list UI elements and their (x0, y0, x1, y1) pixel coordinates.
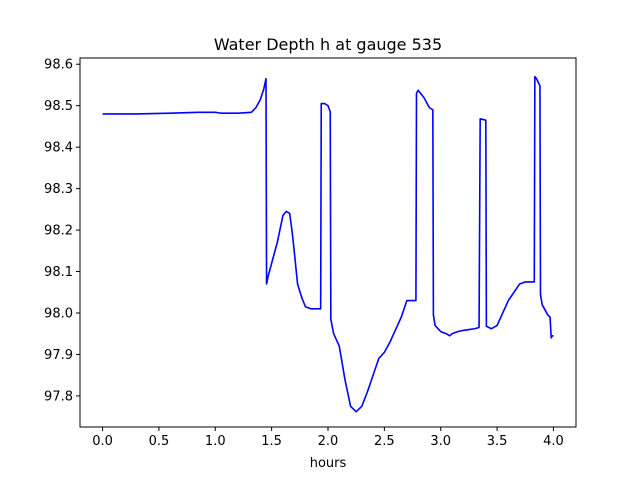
x-tick-label: 1.0 (205, 434, 226, 449)
x-tick-label: 0.5 (149, 434, 170, 449)
y-tick-label: 98.0 (44, 306, 73, 321)
x-tick-label: 0.0 (92, 434, 113, 449)
y-tick-label: 97.8 (44, 389, 73, 404)
x-tick-label: 3.0 (430, 434, 451, 449)
series-layer (102, 75, 554, 413)
x-axis: 0.0 0.5 1.0 1.5 2.0 2.5 3.0 3.5 4.0 (92, 427, 564, 449)
y-tick-label: 98.2 (44, 224, 73, 239)
x-tick-label: 2.0 (318, 434, 339, 449)
y-tick-label: 98.5 (44, 99, 73, 114)
y-tick-label: 98.1 (44, 265, 73, 280)
x-tick-label: 2.5 (374, 434, 395, 449)
y-axis: 97.8 97.9 98.0 98.1 98.2 98.3 98.4 98.5 98.6 (44, 58, 80, 404)
y-tick-label: 97.9 (44, 348, 73, 363)
series-line-0 (102, 75, 554, 413)
y-tick-label: 98.3 (44, 182, 73, 197)
y-tick-label: 98.6 (44, 58, 73, 73)
x-tick-label: 1.5 (261, 434, 282, 449)
y-tick-label: 98.4 (44, 141, 73, 156)
chart-title: Water Depth h at gauge 535 (214, 35, 442, 54)
x-axis-label: hours (310, 456, 347, 471)
x-tick-label: 3.5 (487, 434, 508, 449)
x-tick-label: 4.0 (543, 434, 564, 449)
